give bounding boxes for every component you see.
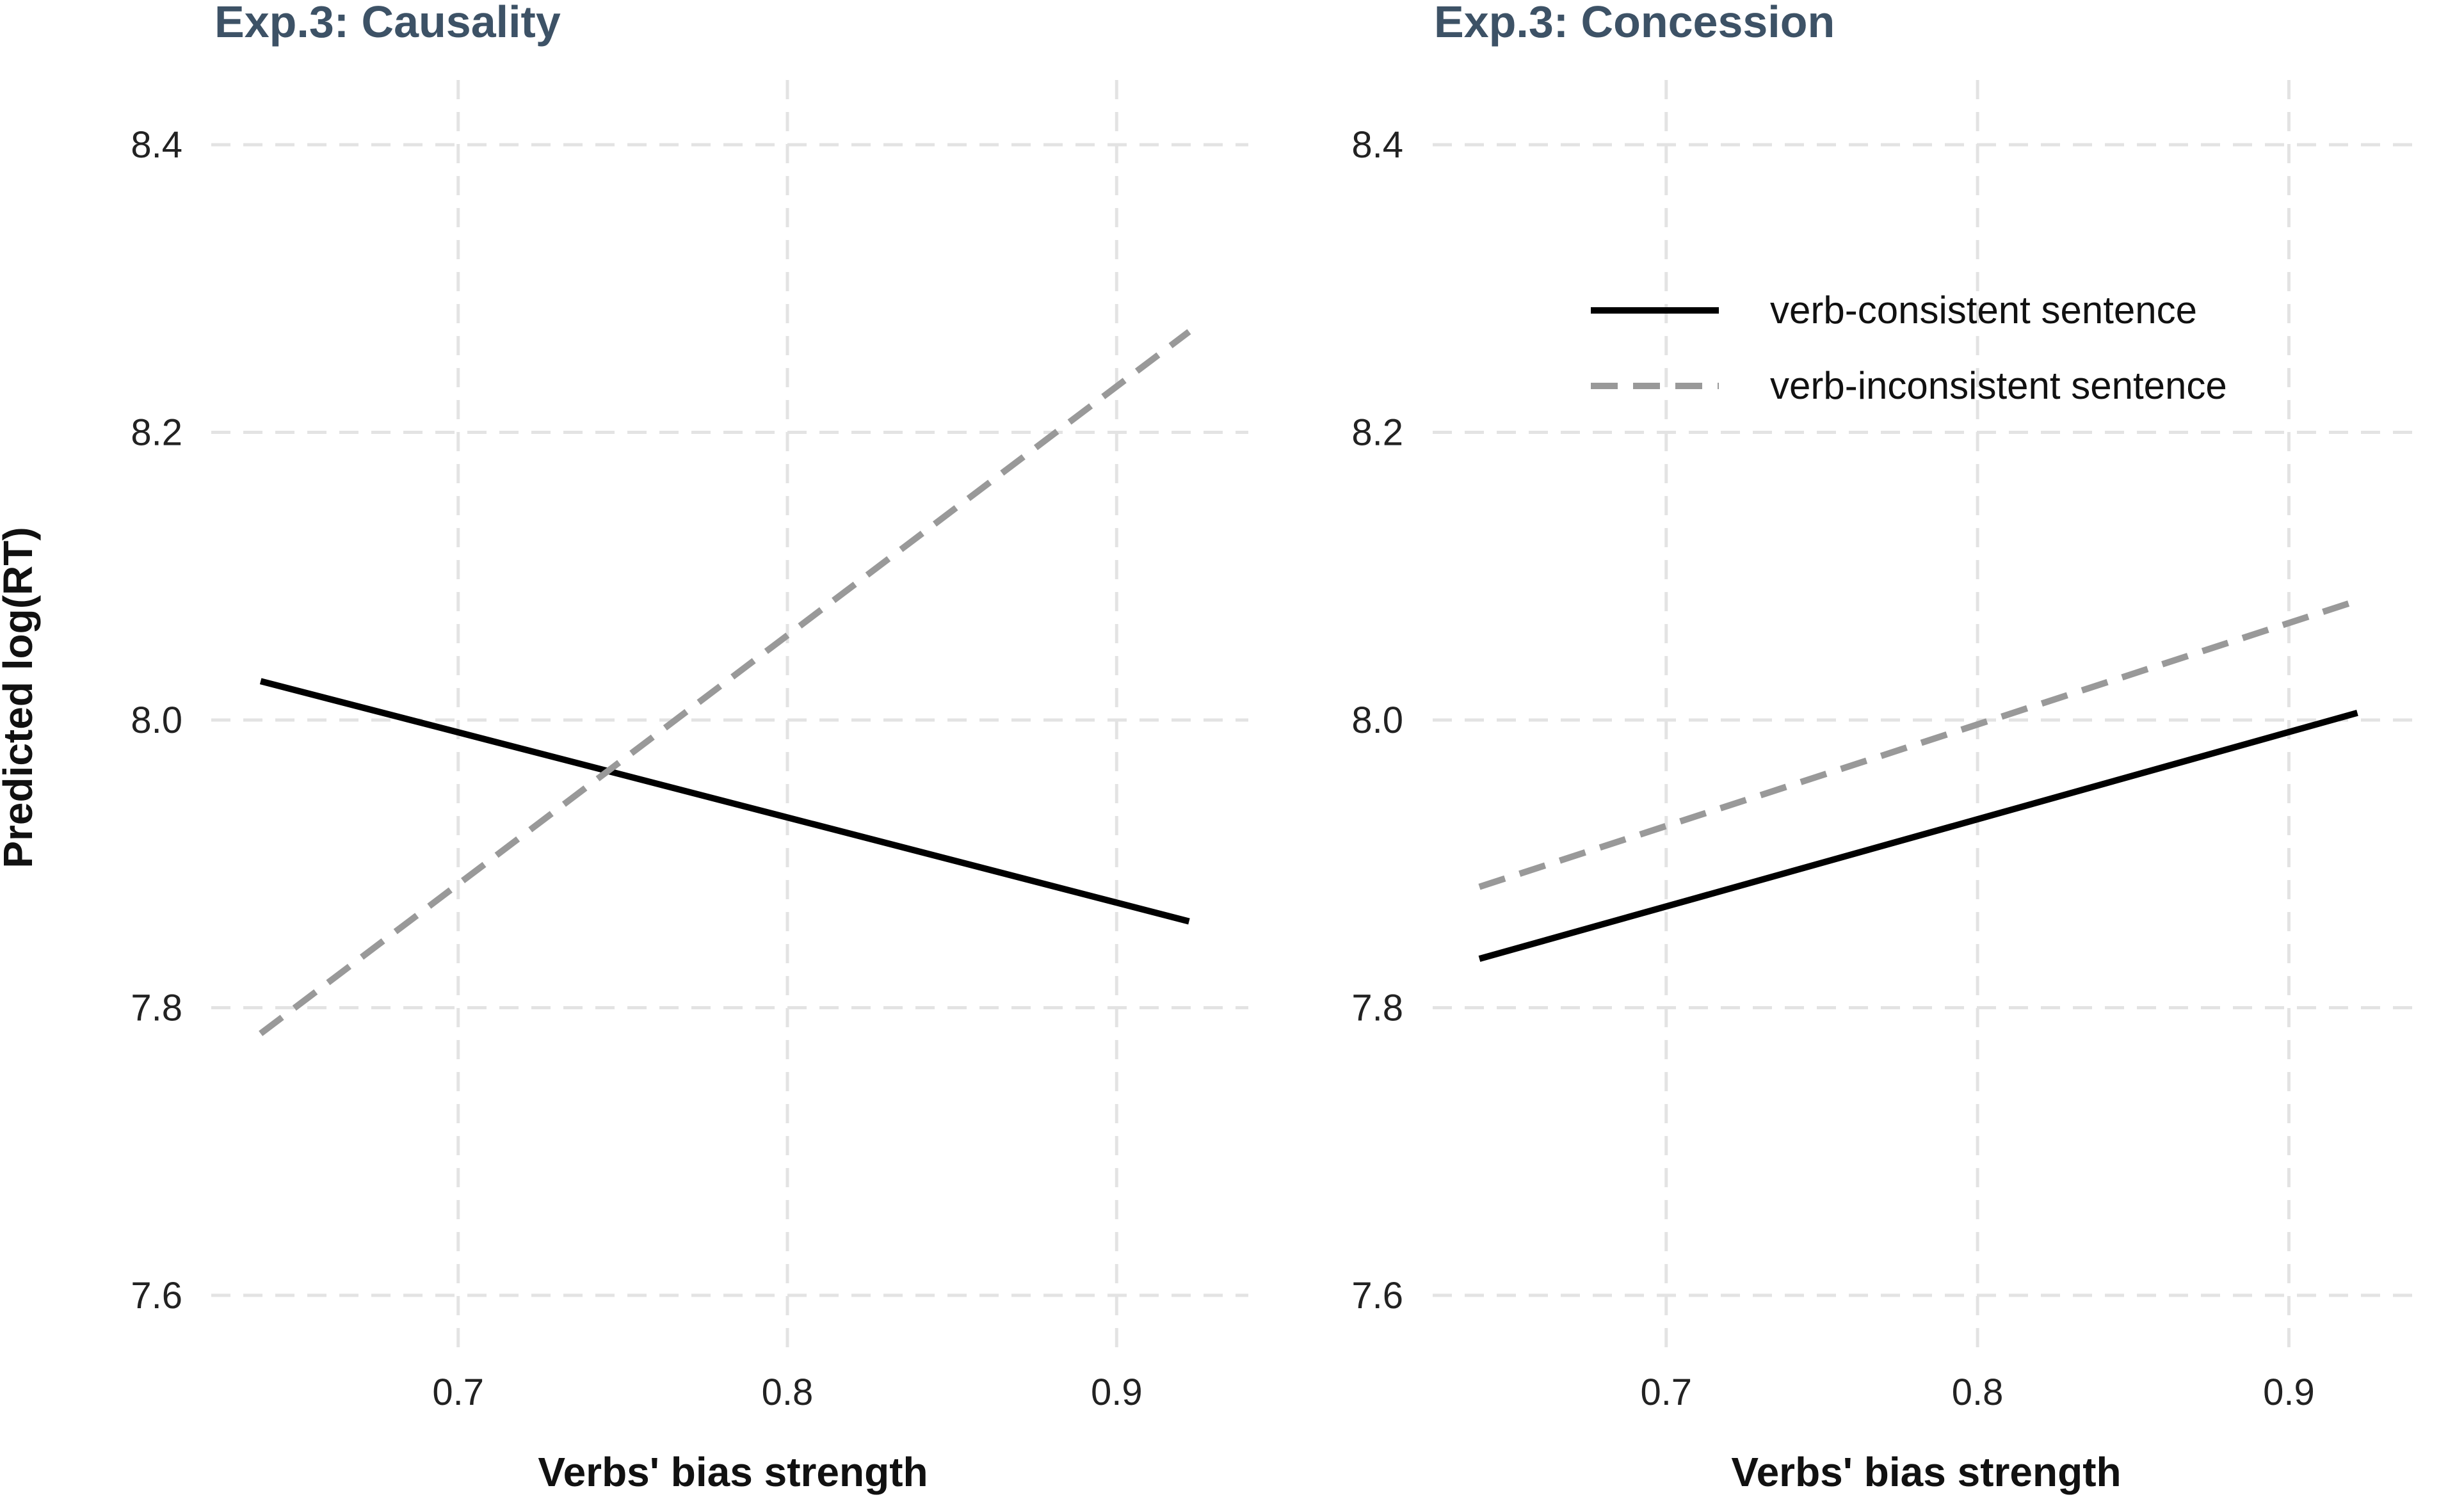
y-tick-label: 7.6 bbox=[131, 1275, 182, 1317]
series-line-inconsistent bbox=[259, 329, 1191, 1036]
x-tick-label: 0.7 bbox=[1640, 1372, 1692, 1413]
legend-label-consistent: verb-consistent sentence bbox=[1770, 289, 2197, 332]
x-tick-label: 0.9 bbox=[2263, 1372, 2315, 1413]
legend: verb-consistent sentence verb-inconsiste… bbox=[1591, 289, 2227, 407]
y-tick-label: 7.6 bbox=[1351, 1275, 1403, 1317]
panel-causality: 7.6 7.8 8.0 8.2 8.4 0.7 0.8 0.9 Exp.3: Causality… bbox=[131, 0, 1248, 1495]
x-axis-title: Verbs' bias strength bbox=[1731, 1449, 2121, 1495]
y-tick-label: 8.2 bbox=[1351, 412, 1403, 454]
y-tick-label: 8.0 bbox=[131, 700, 182, 741]
x-tick-label: 0.8 bbox=[762, 1372, 814, 1413]
x-tick-label: 0.8 bbox=[1952, 1372, 2004, 1413]
x-axis-title: Verbs' bias strength bbox=[538, 1449, 928, 1495]
y-tick-label: 8.4 bbox=[1351, 124, 1403, 166]
series-line-consistent bbox=[259, 678, 1190, 925]
panel-concession: 7.6 7.8 8.0 8.2 8.4 0.7 0.8 0.9 Exp.3: Concessio… bbox=[1351, 0, 2413, 1495]
x-tick-label: 0.9 bbox=[1091, 1372, 1143, 1413]
y-axis-title: Predicted log(RT) bbox=[0, 527, 41, 868]
y-tick-label: 7.8 bbox=[131, 987, 182, 1029]
y-tick-label: 8.0 bbox=[1351, 700, 1403, 741]
series-line-consistent bbox=[1478, 709, 2358, 962]
y-tick-label: 7.8 bbox=[1351, 987, 1403, 1029]
x-tick-label: 0.7 bbox=[432, 1372, 484, 1413]
panel-title: Exp.3: Concession bbox=[1434, 0, 1835, 47]
y-tick-label: 8.2 bbox=[131, 412, 182, 454]
series-line-inconsistent bbox=[1478, 597, 2359, 890]
panel-title: Exp.3: Causality bbox=[214, 0, 561, 47]
legend-label-inconsistent: verb-inconsistent sentence bbox=[1770, 364, 2227, 407]
y-tick-label: 8.4 bbox=[131, 124, 182, 166]
